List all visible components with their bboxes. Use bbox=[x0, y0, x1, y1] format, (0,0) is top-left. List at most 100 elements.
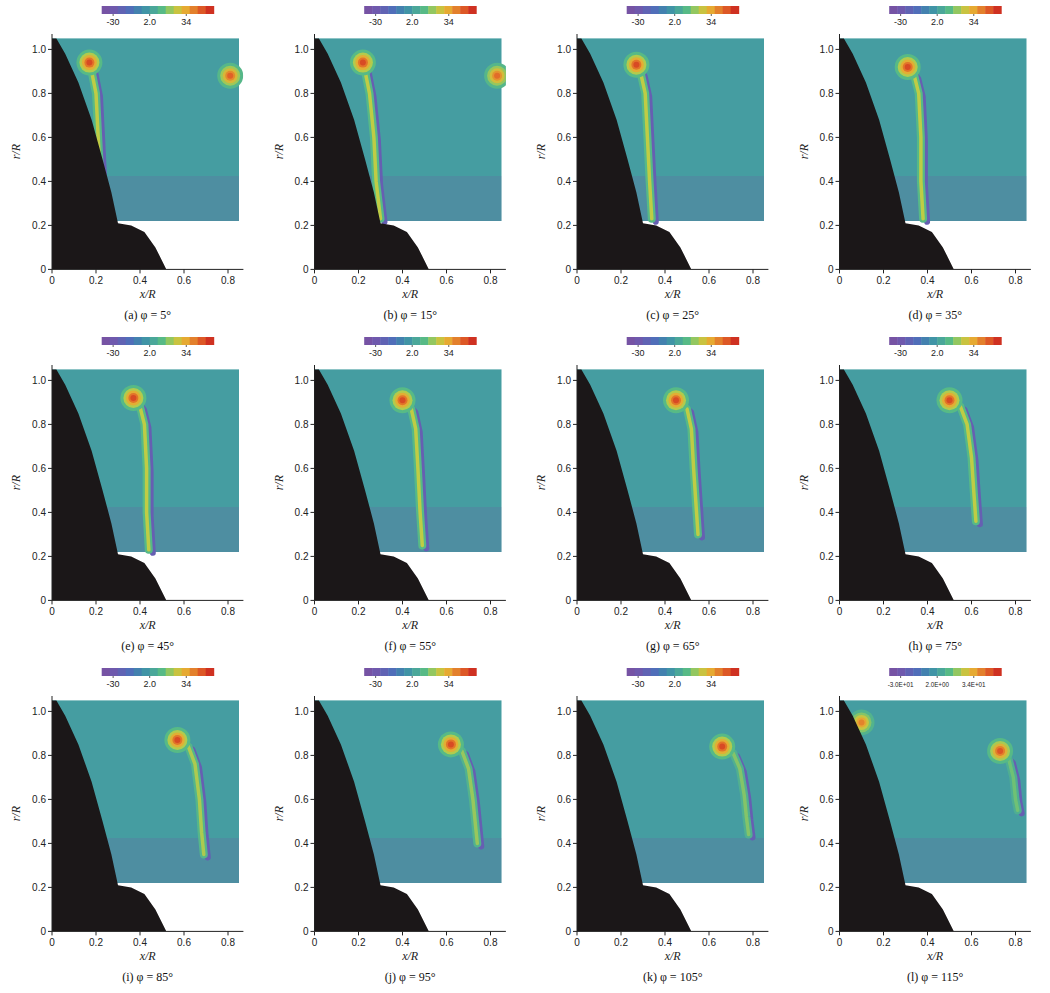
y-tick-label: 0.2 bbox=[820, 551, 834, 562]
colorbar-segment bbox=[396, 6, 405, 14]
x-tick-label: 0 bbox=[837, 275, 843, 286]
colorbar-segment bbox=[699, 668, 708, 676]
y-tick bbox=[311, 181, 315, 182]
axes: 00.20.40.60.81.000.20.40.60.8r/Rx/R bbox=[9, 696, 243, 963]
colorbar-segment bbox=[985, 337, 994, 345]
y-tick-label: 0.8 bbox=[295, 419, 309, 430]
colorbar-tick bbox=[711, 345, 712, 347]
x-tick-label: 0 bbox=[574, 275, 580, 286]
x-tick-label: 0.2 bbox=[352, 937, 366, 948]
colorbar-label: 34 bbox=[444, 679, 454, 689]
x-axis-title: x/R bbox=[139, 287, 157, 301]
x-tick bbox=[1015, 931, 1016, 935]
colorbar-segment bbox=[126, 668, 135, 676]
vortex-ring bbox=[82, 55, 97, 70]
y-tick-label: 0.8 bbox=[557, 88, 571, 99]
x-axis-title: x/R bbox=[401, 618, 419, 632]
colorbar-segment bbox=[945, 337, 954, 345]
vortex-sheet bbox=[961, 407, 976, 521]
y-axis-title: r/R bbox=[9, 143, 23, 159]
y-tick bbox=[573, 93, 577, 94]
blade bbox=[315, 700, 429, 931]
colorbar-segment bbox=[412, 337, 421, 345]
x-tick bbox=[184, 931, 185, 935]
colorbar-segment bbox=[675, 337, 684, 345]
colorbar-tick bbox=[937, 345, 938, 347]
axes: 00.20.40.60.81.000.20.40.60.8r/Rx/R bbox=[9, 34, 243, 301]
vortex-sheet bbox=[641, 74, 652, 219]
y-axis-line bbox=[839, 696, 840, 931]
x-tick-label: 0.8 bbox=[484, 937, 498, 948]
vortex-sheet bbox=[140, 407, 149, 550]
x-tick bbox=[883, 931, 884, 935]
shear-layer bbox=[181, 743, 207, 857]
colorbar-label: 34 bbox=[181, 17, 191, 27]
vortex-ring bbox=[709, 734, 735, 760]
vortex-core bbox=[130, 395, 136, 401]
colorbar-segment bbox=[929, 668, 938, 676]
y-tick bbox=[311, 269, 315, 270]
y-tick bbox=[836, 711, 840, 712]
x-tick bbox=[358, 931, 359, 935]
y-tick bbox=[836, 755, 840, 756]
colorbar-segment bbox=[452, 337, 461, 345]
colorbar-tick bbox=[186, 345, 187, 347]
vortex-core bbox=[360, 60, 366, 66]
colorbar-segment bbox=[182, 337, 191, 345]
axes: 00.20.40.60.81.000.20.40.60.8r/Rx/R bbox=[272, 696, 506, 963]
x-tick bbox=[577, 931, 578, 935]
y-tick-label: 0.6 bbox=[295, 132, 309, 143]
x-tick bbox=[971, 600, 972, 604]
y-tick bbox=[836, 600, 840, 601]
y-axis-title: r/R bbox=[272, 805, 286, 821]
colorbar-segment bbox=[985, 6, 994, 14]
colorbar: -302.034 bbox=[102, 337, 215, 358]
vortex-ring bbox=[120, 385, 146, 411]
plot-area bbox=[315, 369, 502, 600]
colorbar-segment bbox=[372, 337, 381, 345]
colorbar-segment bbox=[198, 668, 207, 676]
y-tick bbox=[48, 931, 52, 932]
x-tick-label: 0.4 bbox=[396, 937, 410, 948]
blade bbox=[52, 38, 166, 269]
colorbar: -302.034 bbox=[364, 337, 477, 358]
y-tick-label: 0 bbox=[40, 926, 46, 937]
vortex-ring bbox=[945, 395, 955, 405]
y-axis-title: r/R bbox=[534, 143, 548, 159]
vortex-ring bbox=[663, 387, 689, 413]
colorbar-label: 34 bbox=[706, 348, 716, 358]
colorbar-label: 34 bbox=[444, 348, 454, 358]
colorbar-tick bbox=[973, 345, 974, 347]
colorbar-segment bbox=[380, 668, 389, 676]
x-tick-label: 0.6 bbox=[177, 937, 191, 948]
vortex-ring bbox=[223, 68, 238, 83]
x-tick bbox=[709, 931, 710, 935]
colorbar-label: 2.0 bbox=[931, 17, 944, 27]
x-tick bbox=[358, 600, 359, 604]
y-tick bbox=[573, 600, 577, 601]
colorbar-tick bbox=[973, 676, 974, 678]
x-axis-title: x/R bbox=[926, 287, 944, 301]
blade bbox=[577, 700, 691, 931]
panel: -302.03400.20.40.60.81.000.20.40.60.8r/R… bbox=[9, 337, 243, 653]
colorbar-segment bbox=[635, 6, 644, 14]
plot-area bbox=[52, 369, 239, 600]
y-axis-title: r/R bbox=[534, 805, 548, 821]
vortex-ring bbox=[898, 57, 918, 77]
x-tick-label: 0.6 bbox=[177, 275, 191, 286]
panel-caption: (j) φ = 95° bbox=[385, 970, 436, 984]
y-tick bbox=[48, 225, 52, 226]
colorbar-segment bbox=[969, 337, 978, 345]
x-tick bbox=[577, 600, 578, 604]
y-tick bbox=[48, 181, 52, 182]
colorbar-tick bbox=[412, 676, 413, 678]
y-tick-label: 0.8 bbox=[820, 88, 834, 99]
colorbar-label: -30 bbox=[894, 348, 907, 358]
x-tick-label: 0.6 bbox=[177, 606, 191, 617]
colorbar-segment bbox=[134, 668, 143, 676]
x-tick bbox=[490, 269, 491, 273]
colorbar-label: 2.0 bbox=[406, 17, 419, 27]
x-tick-label: 0.6 bbox=[440, 937, 454, 948]
x-tick bbox=[228, 269, 229, 273]
vortex-ring bbox=[490, 68, 505, 83]
